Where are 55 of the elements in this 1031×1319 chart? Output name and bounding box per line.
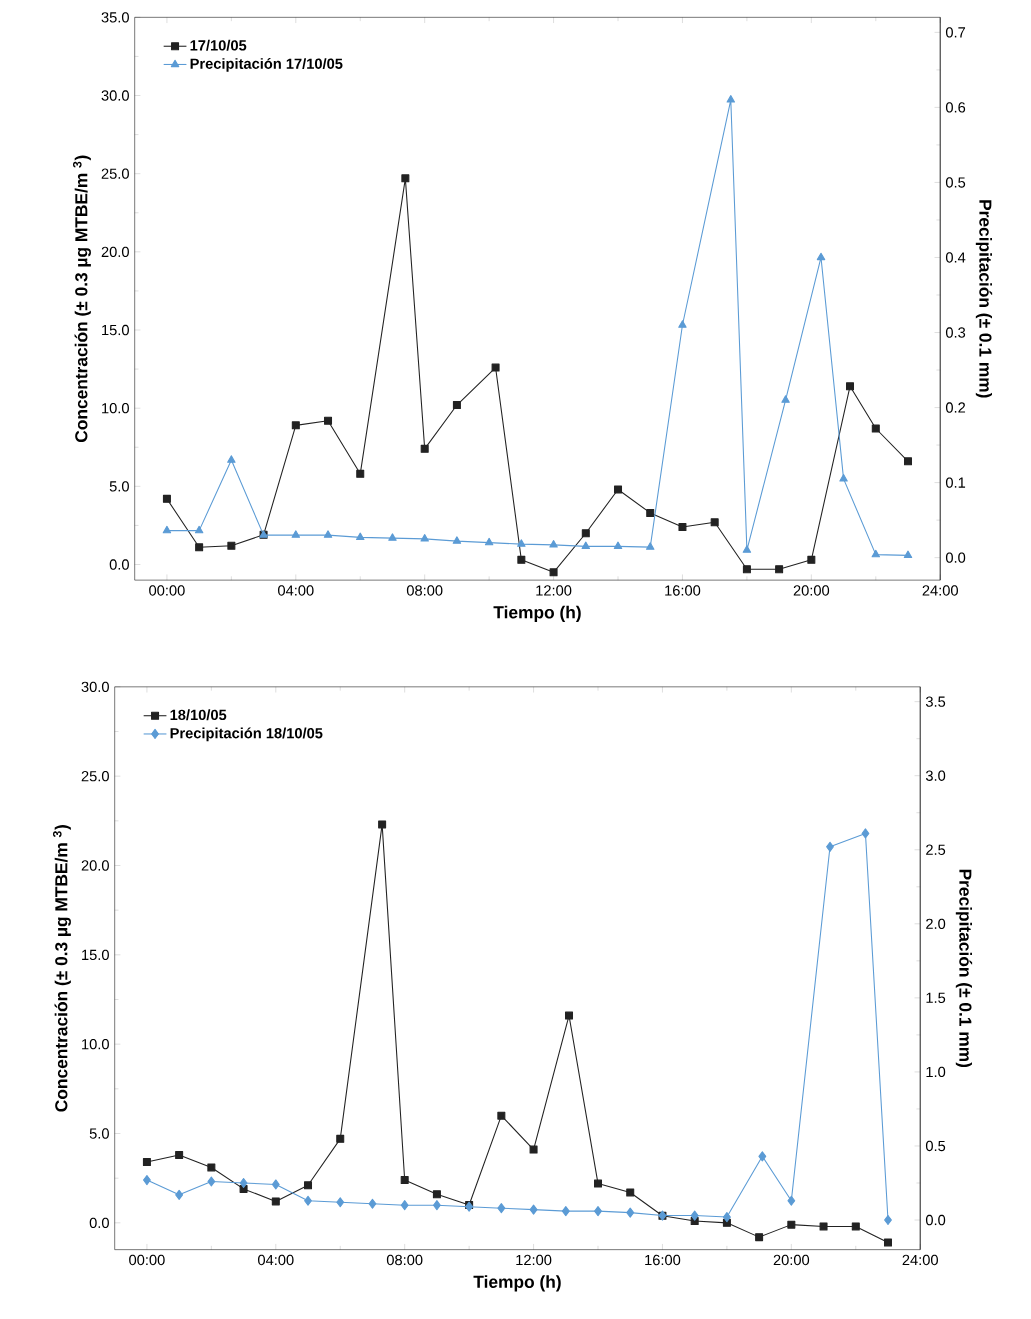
- legend-label: Precipitación 17/10/05: [190, 58, 343, 72]
- y-tick-label: 15.0: [102, 324, 129, 336]
- y-tick-label: 10.0: [102, 403, 129, 414]
- y2-tick-label: 3.0: [925, 770, 946, 781]
- x-tick-label: 04:00: [258, 1254, 294, 1266]
- y-tick-label: 0.0: [109, 559, 129, 570]
- y-tick-label: 0.0: [89, 1217, 109, 1229]
- y2-tick-label: 0.3: [946, 327, 966, 338]
- y2-tick-label: 0.4: [946, 252, 966, 263]
- x-tick-label: 20:00: [773, 1254, 810, 1266]
- x-tick-label: 00:00: [129, 1254, 165, 1266]
- x-tick-label: 00:00: [149, 585, 185, 596]
- x-tick-label: 08:00: [406, 585, 443, 596]
- legend-label: 17/10/05: [190, 39, 247, 51]
- y-axis-title: Concentración (± 0.3 µg MTBE/m $^{3}$): [53, 825, 71, 1112]
- y2-tick-label: 0.0: [925, 1214, 946, 1226]
- y2-axis-title: Precipitación (± 0.1 mm): [975, 200, 993, 398]
- y2-tick-label: 0.6: [946, 102, 966, 113]
- y-tick-label: 25.0: [81, 770, 109, 782]
- x-tick-label: 08:00: [386, 1254, 423, 1266]
- y-tick-label: 30.0: [81, 681, 109, 693]
- y2-tick-label: 3.5: [925, 696, 946, 707]
- y2-tick-label: 0.7: [946, 27, 966, 38]
- y-tick-label: 15.0: [82, 949, 109, 961]
- x-tick-label: 16:00: [645, 1254, 681, 1266]
- y2-tick-label: 0.5: [925, 1140, 946, 1152]
- y2-tick-label: 2.0: [926, 918, 946, 930]
- x-tick-label: 04:00: [278, 585, 314, 596]
- y-tick-label: 35.0: [101, 12, 129, 23]
- x-tick-label: 24:00: [902, 1254, 939, 1266]
- x-tick-label: 12:00: [536, 585, 572, 596]
- x-axis-title: Tiempo (h): [473, 1275, 561, 1292]
- legend-label: Precipitación 18/10/05: [170, 727, 323, 742]
- y2-axis-title: Precipitación (± 0.1 mm): [955, 869, 973, 1068]
- y-tick-label: 30.0: [101, 90, 129, 101]
- y-tick-label: 20.0: [101, 246, 129, 258]
- y-tick-label: 5.0: [89, 1128, 109, 1139]
- y2-tick-label: 1.5: [926, 992, 946, 1003]
- y2-tick-label: 2.5: [926, 844, 946, 855]
- y-tick-label: 5.0: [109, 481, 129, 492]
- y-tick-label: 25.0: [101, 168, 129, 179]
- y-axis-title: Concentración (± 0.3 µg MTBE/m $^{3}$): [73, 155, 91, 443]
- legend-label: 18/10/05: [170, 709, 227, 721]
- y2-tick-label: 1.0: [926, 1066, 946, 1078]
- y2-tick-label: 0.2: [946, 402, 966, 413]
- x-tick-label: 12:00: [516, 1254, 552, 1266]
- y2-tick-label: 0.5: [946, 177, 966, 188]
- x-tick-label: 24:00: [922, 585, 959, 596]
- x-tick-label: 16:00: [665, 585, 701, 596]
- y2-tick-label: 0.0: [946, 552, 966, 563]
- y-tick-label: 20.0: [81, 860, 109, 871]
- y-tick-label: 10.0: [82, 1038, 109, 1050]
- y2-tick-label: 0.1: [946, 477, 966, 488]
- x-axis-title: Tiempo (h): [493, 605, 581, 622]
- x-tick-label: 20:00: [793, 585, 830, 596]
